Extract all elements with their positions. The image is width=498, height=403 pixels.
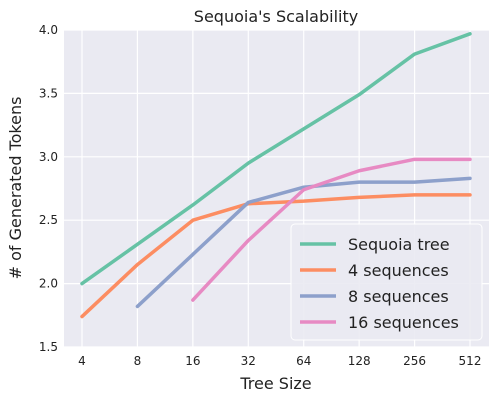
series-lines	[80, 32, 472, 319]
y-tick-label: 3.0	[39, 150, 58, 164]
x-tick-label: 128	[348, 354, 371, 368]
x-tick-label: 4	[78, 354, 86, 368]
legend-label: 4 sequences	[348, 261, 449, 280]
x-tick-label: 512	[459, 354, 482, 368]
x-axis-label: Tree Size	[239, 374, 311, 393]
series-line	[135, 176, 472, 309]
series-line	[80, 193, 472, 319]
x-tick-label: 32	[241, 354, 256, 368]
legend-box	[290, 223, 483, 341]
y-tick-label: 2.5	[39, 213, 58, 227]
y-tick-label: 2.0	[39, 277, 58, 291]
x-tick-label: 64	[296, 354, 311, 368]
x-tick-label: 256	[403, 354, 426, 368]
series-line	[191, 157, 472, 302]
legend-label: 8 sequences	[348, 287, 449, 306]
y-axis-label: # of Generated Tokens	[6, 97, 25, 280]
legend-label: 16 sequences	[348, 313, 459, 332]
x-tick-label: 8	[134, 354, 142, 368]
y-tick-label: 4.0	[39, 23, 58, 37]
legend-label: Sequoia tree	[348, 235, 450, 254]
ticks: 4 8 16 32 64 128 256 512 1.5 2.0 2.5 3.0 3.5 4.0	[39, 23, 482, 368]
legend: Sequoia tree 4 sequences 8 sequences 16 seq…	[290, 223, 483, 341]
y-tick-label: 1.5	[39, 340, 58, 354]
x-tick-label: 16	[185, 354, 200, 368]
y-tick-label: 3.5	[39, 86, 58, 100]
series-line	[80, 32, 472, 286]
chart-title: Sequoia's Scalability	[194, 7, 358, 26]
